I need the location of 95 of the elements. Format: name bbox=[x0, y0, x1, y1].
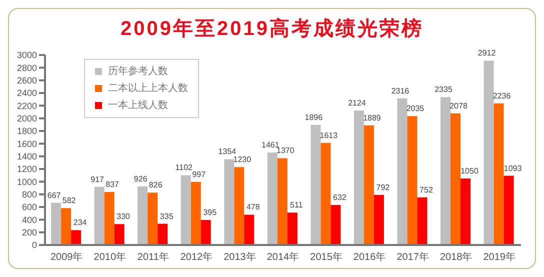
data-label: 792 bbox=[376, 182, 390, 192]
bar bbox=[504, 176, 514, 245]
bar bbox=[494, 103, 504, 245]
bar bbox=[484, 60, 494, 245]
bar bbox=[148, 192, 158, 245]
bar bbox=[267, 152, 278, 245]
data-label: 1896 bbox=[304, 112, 324, 122]
data-label: 330 bbox=[116, 212, 131, 222]
y-tick-label: 1800 bbox=[16, 126, 37, 136]
x-tick-label: 2019年 bbox=[483, 251, 516, 264]
y-tick-label: 2800 bbox=[16, 62, 37, 73]
bar bbox=[460, 178, 471, 245]
bar bbox=[61, 208, 72, 245]
y-tick-label: 1400 bbox=[16, 152, 37, 162]
data-label: 1613 bbox=[320, 130, 338, 140]
bar bbox=[374, 194, 384, 245]
bar bbox=[190, 182, 201, 245]
data-label: 752 bbox=[420, 185, 434, 194]
bar bbox=[397, 98, 408, 245]
data-label: 2316 bbox=[391, 86, 410, 96]
y-tick-label: 400 bbox=[22, 214, 37, 225]
data-label: 582 bbox=[62, 196, 76, 206]
x-tick-label: 2013年 bbox=[224, 251, 256, 264]
x-tick-label: 2018年 bbox=[440, 251, 472, 264]
bar bbox=[200, 220, 211, 245]
data-label: 2124 bbox=[348, 98, 366, 108]
bar bbox=[51, 202, 62, 245]
data-label: 826 bbox=[148, 180, 163, 190]
y-tick-label: 1200 bbox=[16, 164, 37, 174]
data-label: 478 bbox=[246, 202, 260, 212]
y-tick-label: 2400 bbox=[16, 88, 37, 98]
x-tick-label: 2015年 bbox=[310, 251, 342, 264]
data-label: 1102 bbox=[175, 163, 194, 172]
bar bbox=[224, 159, 234, 245]
data-label: 917 bbox=[90, 174, 105, 184]
bar bbox=[104, 192, 114, 245]
data-label: 2335 bbox=[434, 85, 453, 94]
data-label: 395 bbox=[203, 208, 218, 217]
data-label: 234 bbox=[73, 218, 88, 228]
y-tick-label: 0 bbox=[32, 240, 37, 250]
bar bbox=[158, 224, 168, 245]
y-tick-label: 800 bbox=[22, 190, 37, 200]
bar bbox=[287, 212, 298, 245]
x-tick-label: 2009年 bbox=[50, 251, 83, 264]
data-label: 2035 bbox=[406, 104, 425, 114]
data-label: 2078 bbox=[450, 101, 468, 110]
data-label: 1354 bbox=[218, 147, 237, 156]
bar bbox=[330, 204, 341, 245]
x-tick-label: 2014年 bbox=[266, 251, 300, 264]
legend-label: 一本上线人数 bbox=[107, 98, 169, 113]
data-label: 2912 bbox=[478, 48, 496, 58]
bar bbox=[407, 116, 418, 245]
x-tick-label: 2011年 bbox=[137, 251, 169, 264]
bar bbox=[277, 158, 288, 245]
bar bbox=[354, 110, 364, 245]
data-label: 335 bbox=[160, 212, 174, 221]
data-label: 997 bbox=[192, 170, 206, 179]
x-tick-label: 2017年 bbox=[396, 251, 429, 264]
y-tick-label: 3000 bbox=[16, 50, 37, 60]
y-tick-label: 2200 bbox=[16, 100, 37, 111]
y-tick-label: 600 bbox=[22, 202, 37, 212]
bar bbox=[71, 230, 82, 245]
y-tick-label: 1000 bbox=[16, 176, 37, 187]
y-tick-label: 200 bbox=[22, 228, 37, 238]
data-label: 511 bbox=[290, 200, 304, 210]
bar bbox=[310, 124, 321, 245]
bar bbox=[180, 175, 191, 245]
y-tick-label: 1600 bbox=[16, 138, 37, 149]
bar bbox=[114, 224, 124, 245]
x-tick-label: 2010年 bbox=[94, 251, 126, 264]
bar bbox=[244, 214, 254, 245]
data-label: 1050 bbox=[460, 166, 479, 176]
data-label: 1889 bbox=[363, 113, 382, 122]
legend-label: 历年参考人数 bbox=[107, 64, 169, 79]
data-label: 1230 bbox=[233, 155, 252, 164]
bar bbox=[450, 113, 461, 245]
bar bbox=[138, 186, 148, 245]
data-label: 632 bbox=[333, 192, 347, 202]
bar bbox=[234, 167, 244, 245]
chart-title: 2009年至2019高考成绩光荣榜 bbox=[120, 16, 424, 41]
x-tick-label: 2016年 bbox=[353, 251, 386, 264]
bar bbox=[94, 186, 104, 245]
data-label: 2236 bbox=[492, 91, 512, 100]
data-label: 926 bbox=[134, 174, 148, 184]
data-label: 667 bbox=[47, 190, 62, 200]
legend-label: 二本以上上本人数 bbox=[107, 82, 188, 96]
bar bbox=[440, 97, 451, 245]
x-tick-label: 2012年 bbox=[180, 251, 213, 264]
bar bbox=[364, 125, 374, 245]
y-tick-label: 2000 bbox=[16, 114, 37, 124]
bar bbox=[417, 197, 428, 245]
y-tick-label: 2600 bbox=[16, 76, 37, 86]
data-label: 837 bbox=[106, 180, 120, 189]
bar bbox=[320, 142, 331, 245]
data-label: 1093 bbox=[504, 164, 522, 173]
